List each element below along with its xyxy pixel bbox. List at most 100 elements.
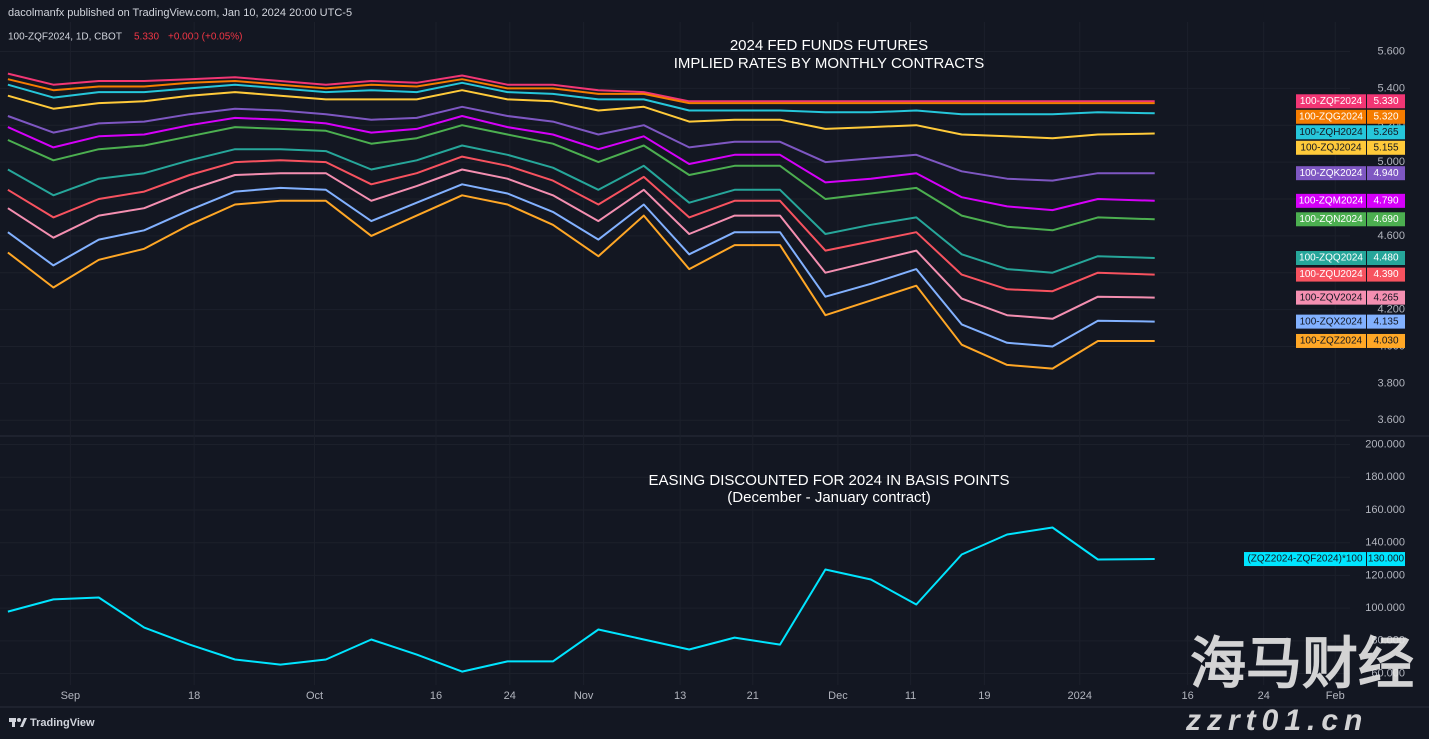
y-tick-label: 80.000	[1371, 635, 1405, 647]
y-tick-label: 5.400	[1377, 82, 1405, 94]
last-price: 5.330	[134, 32, 159, 43]
x-tick-label: Nov	[574, 690, 594, 702]
series-name: 100-ZQF2024	[1300, 96, 1363, 107]
last-value-label: 4.265	[1373, 292, 1398, 303]
series-name: 100-ZQK2024	[1300, 168, 1363, 179]
last-value-box	[1367, 125, 1405, 140]
y-tick-label: 140.000	[1365, 537, 1405, 549]
y-tick-label: 4.200	[1377, 304, 1405, 316]
last-value-box	[1367, 552, 1405, 567]
series-line	[7, 144, 1155, 274]
last-value-box	[1367, 251, 1405, 265]
last-value-label: 4.790	[1373, 195, 1398, 206]
x-tick-label: Oct	[306, 690, 323, 702]
y-tick-label: 120.000	[1365, 569, 1405, 581]
series-name-box	[1296, 109, 1366, 124]
chart-subtitle: (December - January contract)	[727, 489, 930, 506]
last-value-box	[1367, 140, 1405, 155]
series-line	[7, 526, 1155, 673]
last-value-box	[1367, 314, 1405, 329]
series-line	[7, 194, 1155, 370]
y-tick-label: 3.800	[1377, 377, 1405, 389]
x-tick-label: 16	[430, 690, 442, 702]
last-value-label: 4.480	[1373, 253, 1398, 264]
y-tick-label: 5.000	[1377, 156, 1405, 168]
last-value-box	[1367, 94, 1405, 109]
symbol: 100-ZQF2024, 1D, CBOT	[8, 32, 122, 43]
x-tick-label: 21	[747, 690, 759, 702]
series-name: (ZQZ2024-ZQF2024)*100	[1247, 554, 1362, 565]
x-tick-label: Feb	[1326, 690, 1345, 702]
series-name-box	[1296, 290, 1366, 305]
series-name-box	[1296, 193, 1366, 208]
last-value-label: 4.135	[1373, 316, 1398, 327]
x-tick-label: 2024	[1068, 690, 1092, 702]
x-tick-label: 24	[1258, 690, 1270, 702]
last-value-box	[1367, 290, 1405, 305]
series-name-box	[1296, 267, 1366, 282]
series-name-box	[1296, 212, 1366, 227]
watermark-name: 海马财经	[1190, 632, 1414, 695]
series-name-box	[1296, 251, 1366, 265]
brand-logo	[9, 718, 27, 727]
lines	[7, 72, 1155, 673]
y-tick-label: 180.000	[1365, 471, 1405, 483]
series-name-box	[1296, 94, 1366, 109]
last-value-box	[1367, 109, 1405, 124]
y-tick-label: 3.600	[1377, 414, 1405, 426]
last-value-label: 5.320	[1373, 111, 1398, 122]
brand: TradingView	[30, 717, 95, 729]
x-tick-label: Dec	[828, 690, 848, 702]
last-value-box	[1367, 212, 1405, 227]
last-value-label: 5.155	[1373, 142, 1398, 153]
grid	[0, 22, 1350, 685]
series-line	[7, 105, 1155, 182]
series-name-box	[1296, 140, 1366, 155]
series-name-box	[1296, 125, 1366, 140]
series-line	[7, 155, 1155, 293]
watermark-site: zzrt01.cn	[1185, 704, 1368, 737]
series-line	[7, 81, 1155, 116]
series-name-box	[1296, 314, 1366, 329]
series-name-box	[1244, 552, 1366, 567]
series-line	[7, 78, 1155, 105]
x-tick-label: Sep	[61, 690, 81, 702]
series-line	[7, 183, 1155, 348]
y-tick-label: 160.000	[1365, 504, 1405, 516]
series-line	[7, 124, 1155, 232]
labels: 3.6003.8004.0004.2004.4004.6004.8005.000…	[61, 37, 1405, 702]
last-value-label: 4.940	[1373, 168, 1398, 179]
y-tick-label: 200.000	[1365, 438, 1405, 450]
x-tick-label: 24	[504, 690, 516, 702]
series-line	[7, 115, 1155, 212]
series-name: 100-ZQV2024	[1300, 292, 1363, 303]
last-value-label: 5.330	[1373, 96, 1398, 107]
price-change: +0.000 (+0.05%)	[168, 32, 243, 43]
series-name-box	[1296, 333, 1366, 348]
last-value-box	[1367, 193, 1405, 208]
x-tick-label: 13	[674, 690, 686, 702]
series-name: 100-ZQM2024	[1299, 195, 1364, 206]
series-name: 100-ZQZ2024	[1300, 336, 1363, 347]
last-value-label: 130.000	[1368, 554, 1405, 565]
chart-subtitle: IMPLIED RATES BY MONTHLY CONTRACTS	[674, 55, 985, 72]
y-tick-label: 5.600	[1377, 45, 1405, 57]
series-name: 100-ZQG2024	[1299, 111, 1363, 122]
last-value-label: 4.690	[1373, 214, 1398, 225]
series-name: 100-ZQX2024	[1300, 316, 1363, 327]
last-value-label: 5.265	[1373, 127, 1398, 138]
series-line	[7, 89, 1155, 140]
series-name: 100-ZQJ2024	[1300, 142, 1362, 153]
last-value-box	[1367, 166, 1405, 181]
x-tick-label: 19	[978, 690, 990, 702]
series-line	[7, 168, 1155, 320]
plot-layer: 3.6003.8004.0004.2004.4004.6004.8005.000…	[0, 22, 1405, 702]
y-tick-label: 60.000	[1371, 667, 1405, 679]
series-name: 100-ZQN2024	[1299, 214, 1363, 225]
last-value-label: 4.390	[1373, 269, 1398, 280]
series-name: 100-ZQH2024	[1299, 127, 1363, 138]
x-tick-label: 11	[905, 690, 916, 702]
